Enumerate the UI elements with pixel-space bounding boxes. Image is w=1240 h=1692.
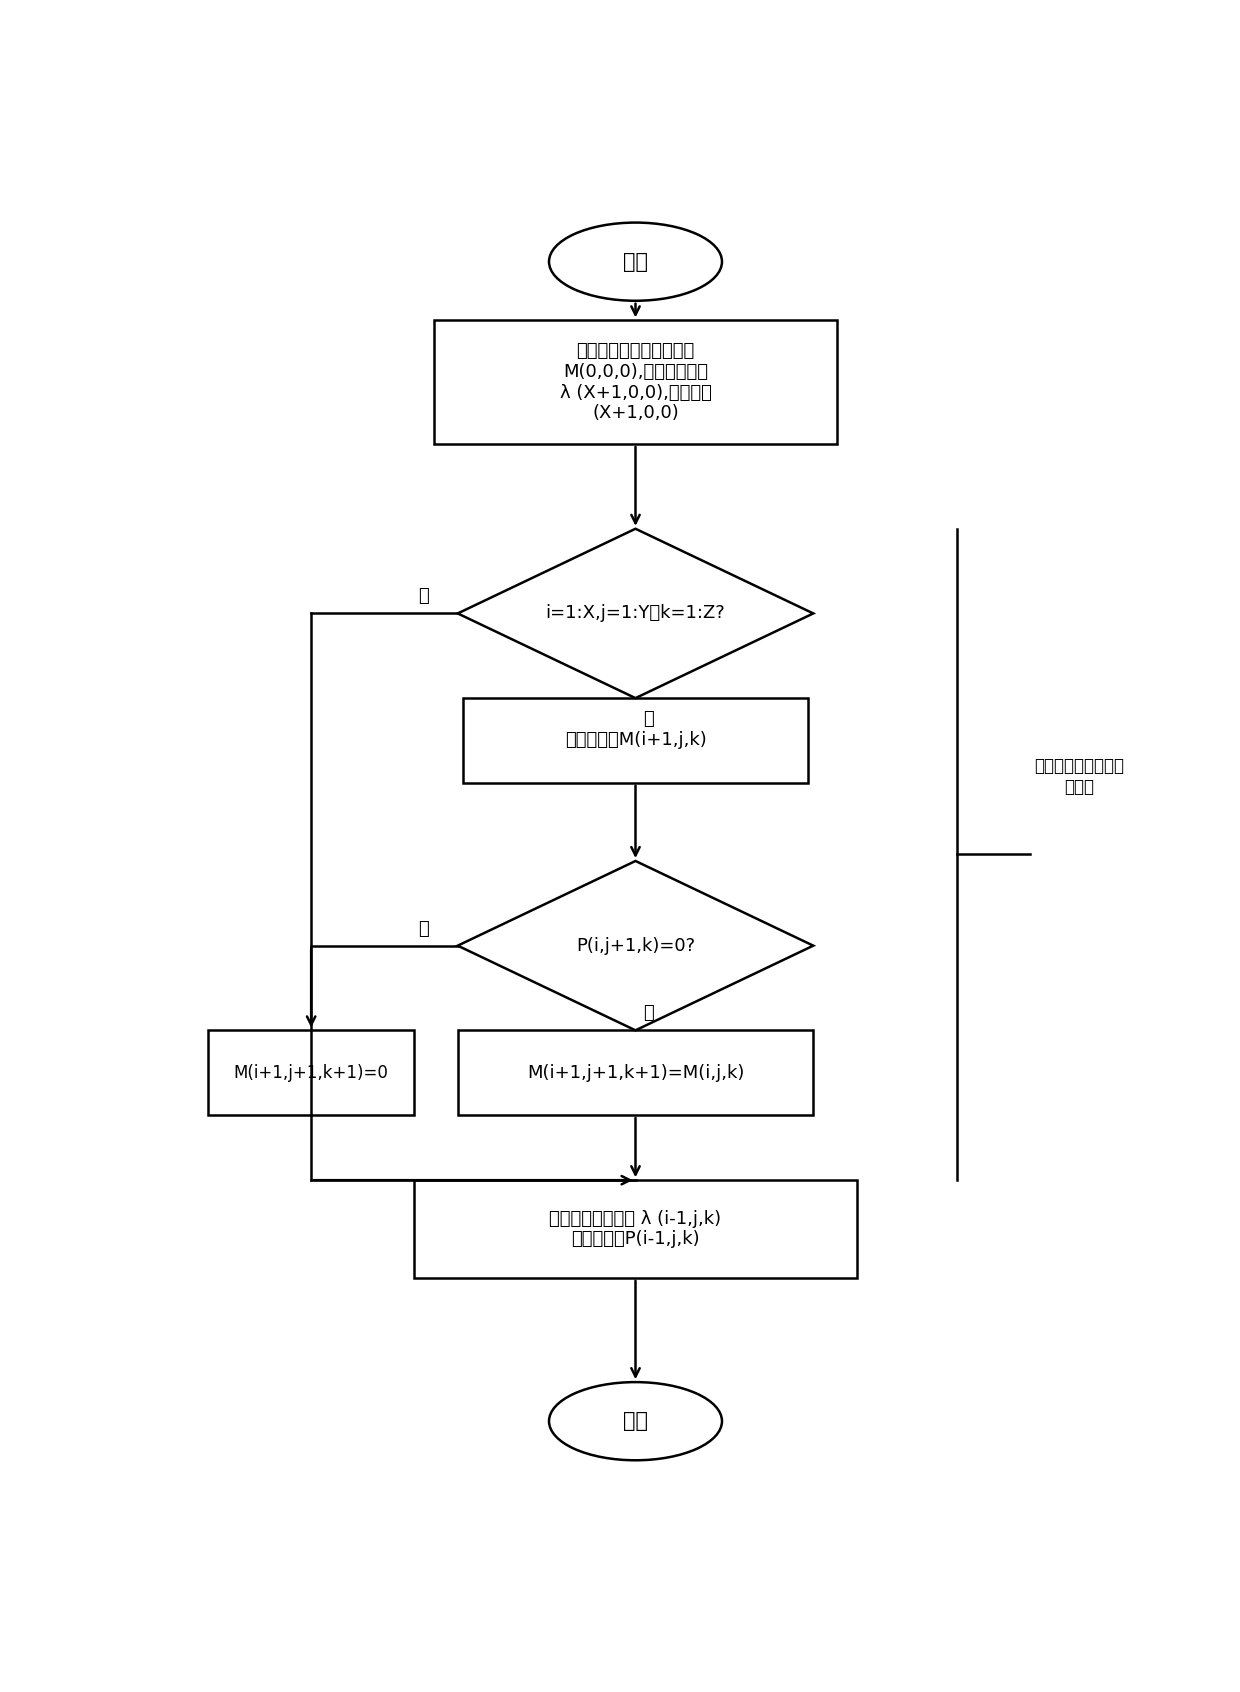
Text: 是: 是: [644, 1005, 653, 1022]
Bar: [463, 699, 808, 783]
Text: 迭代计算最佳功率控
制策略: 迭代计算最佳功率控 制策略: [1034, 756, 1125, 795]
Text: M(i+1,j+1,k+1)=M(i,j,k): M(i+1,j+1,k+1)=M(i,j,k): [527, 1064, 744, 1081]
Text: 开始: 开始: [622, 252, 649, 272]
Bar: [414, 1181, 857, 1277]
Text: 升级平均场M(i+1,j,k): 升级平均场M(i+1,j,k): [564, 731, 707, 750]
Bar: [208, 1030, 414, 1115]
Text: M(i+1,j+1,k+1)=0: M(i+1,j+1,k+1)=0: [233, 1064, 388, 1081]
Bar: [434, 320, 837, 443]
Text: 否: 否: [418, 587, 429, 606]
Text: i=1:X,j=1:Y且k=1:Z?: i=1:X,j=1:Y且k=1:Z?: [546, 604, 725, 623]
Text: 初始化：联合平均场分布
M(0,0,0),拉格朗日算子
λ (X+1,0,0),功率水平
(X+1,0,0): 初始化：联合平均场分布 M(0,0,0),拉格朗日算子 λ (X+1,0,0),…: [559, 342, 712, 423]
Text: 升级拉格朗日算子 λ (i-1,j,k)
和功率水平P(i-1,j,k): 升级拉格朗日算子 λ (i-1,j,k) 和功率水平P(i-1,j,k): [549, 1210, 722, 1249]
Text: P(i,j+1,k)=0?: P(i,j+1,k)=0?: [575, 937, 696, 954]
Text: 结束: 结束: [622, 1411, 649, 1431]
Text: 是: 是: [644, 711, 653, 728]
Bar: [458, 1030, 813, 1115]
Text: 否: 否: [418, 920, 429, 937]
